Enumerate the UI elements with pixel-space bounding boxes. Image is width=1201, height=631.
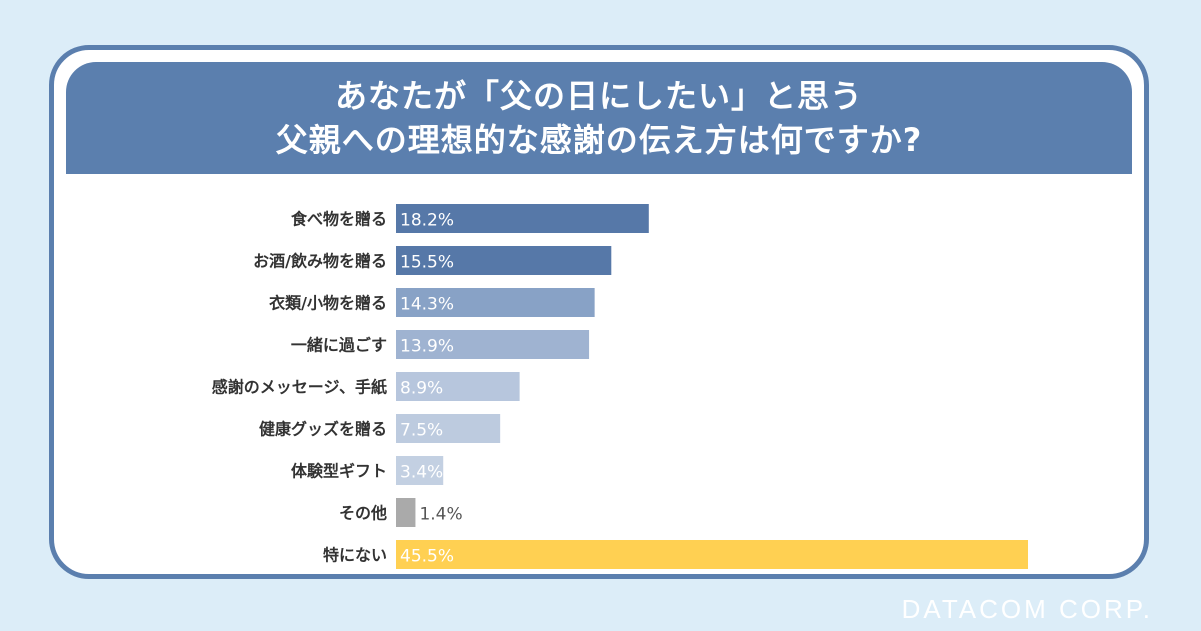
category-label: 食べ物を贈る	[290, 210, 387, 229]
chart-card: あなたが「父の日にしたい」と思う 父親への理想的な感謝の伝え方は何ですか? 食べ…	[49, 45, 1149, 579]
bar	[396, 246, 612, 275]
bar	[396, 498, 416, 527]
value-label: 45.5%	[400, 547, 454, 567]
bar	[396, 288, 595, 317]
title-band: あなたが「父の日にしたい」と思う 父親への理想的な感謝の伝え方は何ですか?	[66, 62, 1132, 174]
bar	[396, 330, 590, 359]
value-label: 13.9%	[400, 337, 454, 357]
value-label: 8.9%	[400, 379, 443, 399]
chart-title-line-2: 父親への理想的な感謝の伝え方は何ですか?	[275, 121, 923, 159]
value-label: 14.3%	[400, 295, 454, 315]
value-label: 3.4%	[400, 463, 443, 483]
brand-logo-text: DATACOM CORP.	[901, 594, 1153, 624]
bar	[396, 414, 501, 443]
value-label: 1.4%	[419, 505, 462, 525]
bar	[396, 540, 1028, 569]
category-label: 特にない	[323, 546, 387, 565]
category-label: 一緒に過ごす	[291, 336, 387, 355]
category-label: 感謝のメッセージ、手紙	[212, 378, 387, 397]
bar	[396, 204, 649, 233]
bar-chart: 食べ物を贈る 18.2% お酒/飲み物を贈る 15.5% 衣類/小物を贈る 14.3% 一緒…	[212, 204, 1028, 569]
category-label: 衣類/小物を贈る	[269, 294, 387, 313]
category-label: その他	[339, 504, 387, 523]
category-label: 健康グッズを贈る	[259, 420, 387, 439]
chart-title-line-1: あなたが「父の日にしたい」と思う	[334, 77, 863, 115]
value-label: 7.5%	[400, 421, 443, 441]
value-label: 18.2%	[400, 211, 454, 231]
category-label: 体験型ギフト	[291, 462, 387, 481]
bar	[396, 456, 444, 485]
category-label: お酒/飲み物を贈る	[253, 252, 387, 271]
bar	[396, 372, 520, 401]
value-label: 15.5%	[400, 253, 454, 273]
